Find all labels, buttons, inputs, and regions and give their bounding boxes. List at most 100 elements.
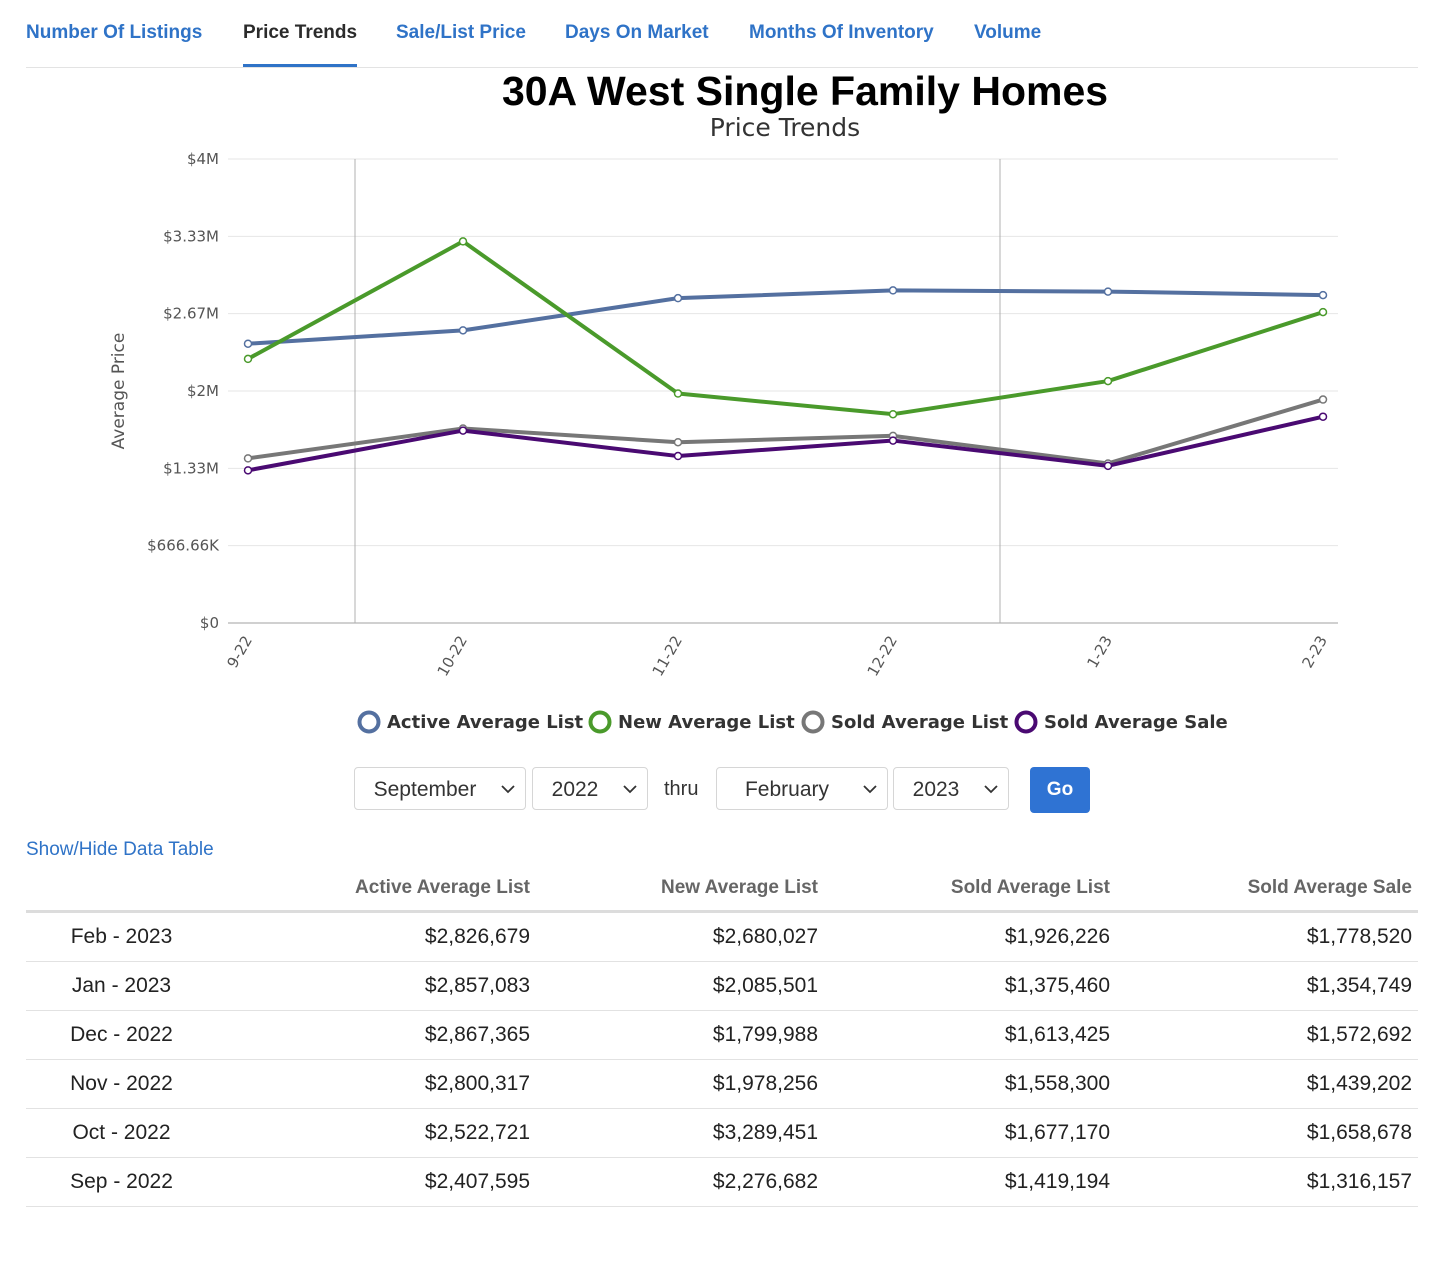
data-point <box>888 409 898 419</box>
tab-days-on-market[interactable]: Days On Market <box>565 22 709 43</box>
y-axis-title: Average Price <box>109 333 129 450</box>
series-line <box>246 288 1325 346</box>
table-cell: $1,439,202 <box>1116 1059 1418 1109</box>
table-cell: $1,419,194 <box>824 1157 1116 1207</box>
x-tick-label: 9-22 <box>223 633 256 671</box>
x-tick-label: 2-23 <box>1298 633 1331 671</box>
table-cell: $1,658,678 <box>1116 1108 1418 1158</box>
table-cell-date: Sep - 2022 <box>26 1157 217 1207</box>
data-point <box>673 451 683 461</box>
y-tick-label: $2.67M <box>163 305 219 323</box>
end-year-select[interactable]: 2023 <box>893 767 1009 810</box>
table-cell: $2,085,501 <box>536 961 824 1011</box>
table-cell: $1,778,520 <box>1116 911 1418 962</box>
end-month-select[interactable]: February <box>716 767 888 810</box>
tab-months-of-inventory[interactable]: Months Of Inventory <box>749 22 934 43</box>
show-hide-data-table-link[interactable]: Show/Hide Data Table <box>26 839 214 860</box>
chart-legend: Active Average List New Average List Sold … <box>357 710 1228 734</box>
start-year-select[interactable]: 2022 <box>532 767 648 810</box>
legend-label: New Average List <box>618 712 795 733</box>
tab-number-of-listings[interactable]: Number Of Listings <box>26 22 203 43</box>
y-tick-label: $0 <box>200 614 219 632</box>
table-cell: $1,799,988 <box>536 1010 824 1060</box>
series-line <box>246 239 1325 417</box>
legend-label: Sold Average List <box>831 712 1009 733</box>
x-axis-ticks: 9-22 10-22 11-22 12-22 1-23 2-23 <box>223 633 1331 680</box>
table-header-sold-average-sale: Sold Average Sale <box>1116 866 1418 913</box>
table-cell: $2,826,679 <box>217 911 536 962</box>
legend-marker <box>1014 710 1038 734</box>
table-cell: $1,926,226 <box>824 911 1116 962</box>
legend-marker <box>588 710 612 734</box>
legend-label: Active Average List <box>387 712 584 733</box>
start-month-select[interactable]: September <box>354 767 526 810</box>
tab-sale-list-price[interactable]: Sale/List Price <box>396 22 526 43</box>
tab-bar: Number Of Listings Price Trends Sale/Lis… <box>26 0 1418 68</box>
table-cell-date: Dec - 2022 <box>26 1010 217 1060</box>
data-point <box>1318 290 1328 300</box>
table-header-date <box>26 866 217 913</box>
y-tick-label: $1.33M <box>163 459 219 477</box>
x-tick-label: 1-23 <box>1083 633 1116 671</box>
thru-label: thru <box>664 778 699 800</box>
data-point <box>1318 307 1328 317</box>
legend-label: Sold Average Sale <box>1044 712 1228 733</box>
table-header-sold-average-list: Sold Average List <box>824 866 1116 913</box>
table-cell: $2,407,595 <box>217 1157 536 1207</box>
chevron-down-icon <box>863 785 877 794</box>
data-point <box>458 326 468 335</box>
table-cell-date: Jan - 2023 <box>26 961 217 1011</box>
data-point <box>243 339 253 348</box>
table-cell: $1,978,256 <box>536 1059 824 1109</box>
table-cell: $1,375,460 <box>824 961 1116 1011</box>
data-point <box>243 466 253 475</box>
tab-price-trends[interactable]: Price Trends <box>243 22 358 67</box>
data-point <box>673 437 683 447</box>
chevron-down-icon <box>984 785 998 794</box>
table-header-new-average-list: New Average List <box>536 866 824 913</box>
table-cell: $3,289,451 <box>536 1108 824 1158</box>
table-row: Dec - 2022 $2,867,365 $1,799,988 $1,613,… <box>26 1010 1418 1060</box>
table-row: Sep - 2022 $2,407,595 $2,276,682 $1,419,… <box>26 1157 1418 1207</box>
data-point <box>243 354 253 364</box>
legend-marker <box>801 710 825 734</box>
data-point <box>1103 376 1113 386</box>
table-cell: $1,677,170 <box>824 1108 1116 1158</box>
table-cell: $2,680,027 <box>536 911 824 962</box>
data-point <box>888 286 898 295</box>
series-lines <box>243 237 1328 475</box>
chevron-down-icon <box>501 785 515 794</box>
data-point <box>673 389 683 398</box>
data-point <box>243 454 253 463</box>
table-cell: $2,800,317 <box>217 1059 536 1109</box>
data-point <box>1318 412 1328 421</box>
x-tick-label: 10-22 <box>434 633 471 680</box>
go-button[interactable]: Go <box>1030 767 1090 813</box>
table-row: Feb - 2023 $2,826,679 $2,680,027 $1,926,… <box>26 911 1418 962</box>
series-line <box>246 397 1325 466</box>
start-month-value: September <box>373 778 477 801</box>
data-point <box>1103 461 1113 471</box>
chart-title: 30A West Single Family Homes <box>502 68 1108 114</box>
x-tick-label: 11-22 <box>649 633 686 680</box>
table-cell: $1,316,157 <box>1116 1157 1418 1207</box>
y-tick-label: $3.33M <box>163 227 219 245</box>
legend-marker <box>357 710 381 734</box>
table-row: Oct - 2022 $2,522,721 $3,289,451 $1,677,… <box>26 1108 1418 1158</box>
table-row: Nov - 2022 $2,800,317 $1,978,256 $1,558,… <box>26 1059 1418 1109</box>
start-year-value: 2022 <box>551 778 599 801</box>
end-month-value: February <box>744 778 830 801</box>
y-tick-label: $4M <box>187 150 219 168</box>
table-cell: $2,857,083 <box>217 961 536 1011</box>
table-header-row: Active Average List New Average List Sol… <box>26 866 1418 913</box>
table-cell: $2,522,721 <box>217 1108 536 1158</box>
table-cell: $2,276,682 <box>536 1157 824 1207</box>
y-axis-ticks: $0 $666.66K $1.33M $2M $2.67M $3.33M $4M <box>147 150 220 632</box>
table-cell: $1,354,749 <box>1116 961 1418 1011</box>
table-cell-date: Feb - 2023 <box>26 911 217 962</box>
table-cell: $1,558,300 <box>824 1059 1116 1109</box>
gridlines <box>228 158 1338 624</box>
table-cell-date: Oct - 2022 <box>26 1108 217 1158</box>
y-tick-label: $666.66K <box>147 537 220 555</box>
tab-volume[interactable]: Volume <box>974 22 1042 43</box>
